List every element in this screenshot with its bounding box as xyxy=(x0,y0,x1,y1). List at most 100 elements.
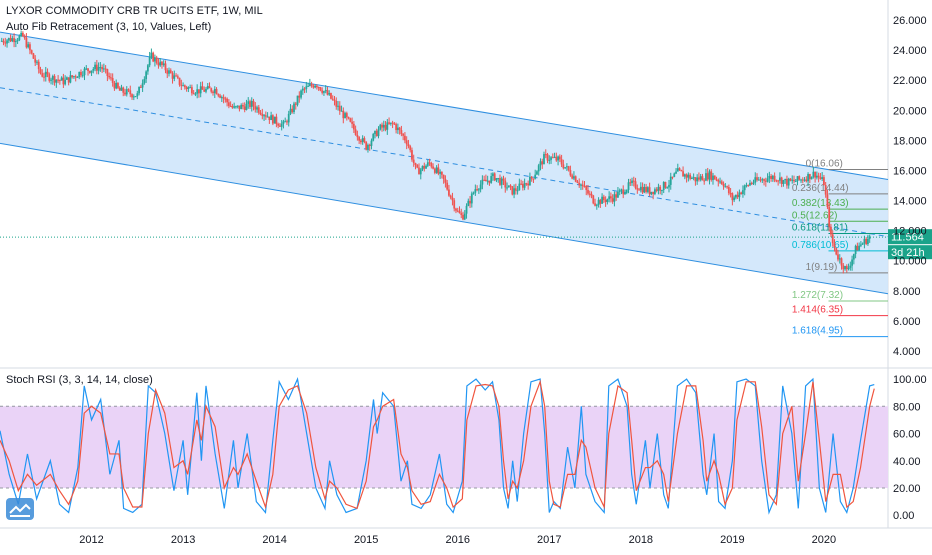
regression-channel-fill xyxy=(0,32,888,294)
candle-body xyxy=(485,179,487,182)
candle-body xyxy=(210,88,213,92)
candle-body xyxy=(113,82,116,89)
candle-body xyxy=(328,93,331,95)
candle-body xyxy=(206,86,209,89)
candle-body xyxy=(81,75,84,77)
candle-body xyxy=(250,100,253,107)
candle-body xyxy=(715,179,718,181)
candle-body xyxy=(601,196,603,204)
candle-body xyxy=(689,174,692,179)
candle-body xyxy=(382,124,385,128)
candle-body xyxy=(597,199,600,205)
candle-body xyxy=(777,180,780,182)
candle-body xyxy=(604,200,607,202)
candle-body xyxy=(90,70,93,73)
candle-body xyxy=(235,106,237,108)
symbol-title[interactable]: LYXOR COMMODITY CRB TR UCITS ETF, 1W, MI… xyxy=(6,5,263,17)
time-axis-tick: 2020 xyxy=(812,534,836,546)
candle-body xyxy=(544,154,547,156)
candle-body xyxy=(367,144,369,150)
candle-body xyxy=(395,124,398,131)
candle-body xyxy=(692,177,695,179)
candle-body xyxy=(770,175,773,179)
candle-body xyxy=(497,178,500,180)
candle-body xyxy=(805,179,808,182)
candle-body xyxy=(76,77,79,79)
candle-body xyxy=(242,105,244,107)
candle-body xyxy=(347,117,350,119)
price-axis-tick: 20.000 xyxy=(893,105,927,117)
candle-body xyxy=(60,77,63,81)
candle-body xyxy=(236,105,239,107)
candle-body xyxy=(821,177,824,179)
candle-body xyxy=(217,94,220,96)
candle-body xyxy=(303,88,306,90)
candle-body xyxy=(423,165,426,169)
candle-body xyxy=(705,173,707,181)
candle-body xyxy=(363,138,366,142)
indicator-title[interactable]: Auto Fib Retracement (3, 10, Values, Lef… xyxy=(6,21,212,33)
time-axis-tick: 2013 xyxy=(171,534,195,546)
candle-body xyxy=(51,76,54,80)
candle-body xyxy=(212,91,214,94)
candle-body xyxy=(48,74,51,81)
candle-body xyxy=(97,67,100,71)
candle-body xyxy=(636,188,639,190)
candle-body xyxy=(377,129,380,137)
candle-body xyxy=(794,181,797,183)
candle-body xyxy=(756,177,758,181)
candle-body xyxy=(451,197,454,201)
candle-body xyxy=(264,115,267,117)
candle-body xyxy=(511,186,514,195)
candle-body xyxy=(703,180,706,182)
candle-body xyxy=(763,179,765,181)
candle-body xyxy=(337,105,339,107)
candle-body xyxy=(551,157,554,159)
candle-body xyxy=(220,97,223,99)
candle-body xyxy=(198,89,200,94)
candle-body xyxy=(62,77,65,85)
candle-body xyxy=(317,87,320,89)
candle-body xyxy=(296,95,299,105)
oscillator-title[interactable]: Stoch RSI (3, 3, 14, 14, close) xyxy=(6,374,153,386)
candle-body xyxy=(340,110,343,112)
candle-body xyxy=(257,107,260,113)
candle-body xyxy=(594,203,596,206)
candle-body xyxy=(271,115,274,124)
price-axis-tick: 24.000 xyxy=(893,45,927,57)
candle-body xyxy=(560,159,563,165)
candle-body xyxy=(50,79,52,81)
candle-body xyxy=(671,176,674,178)
candle-body xyxy=(662,181,665,191)
candle-body xyxy=(460,213,463,215)
candle-body xyxy=(789,178,792,181)
candle-body xyxy=(784,178,787,181)
candle-body xyxy=(279,125,281,127)
candle-body xyxy=(638,189,640,191)
candle-body xyxy=(185,87,188,89)
candle-body xyxy=(814,171,817,178)
time-axis-tick: 2015 xyxy=(354,534,378,546)
channel-upper-line xyxy=(0,31,889,180)
candle-body xyxy=(617,191,619,198)
candle-body xyxy=(747,185,750,187)
candle-body xyxy=(243,106,246,111)
candle-body xyxy=(500,178,503,185)
stoch-axis-tick: 100.00 xyxy=(893,374,927,386)
candle-body xyxy=(833,243,836,248)
candle-body xyxy=(21,32,24,37)
candle-body xyxy=(698,177,700,180)
candle-body xyxy=(141,83,144,88)
candle-body xyxy=(648,187,651,195)
candle-body xyxy=(164,63,167,71)
candle-body xyxy=(595,204,598,206)
candle-body xyxy=(733,197,736,201)
candle-body xyxy=(87,68,89,71)
price-axis-tick: 8.000 xyxy=(893,286,921,298)
candle-body xyxy=(683,174,686,177)
candle-body xyxy=(509,185,512,187)
candle-body xyxy=(838,258,841,260)
candle-body xyxy=(426,162,429,166)
